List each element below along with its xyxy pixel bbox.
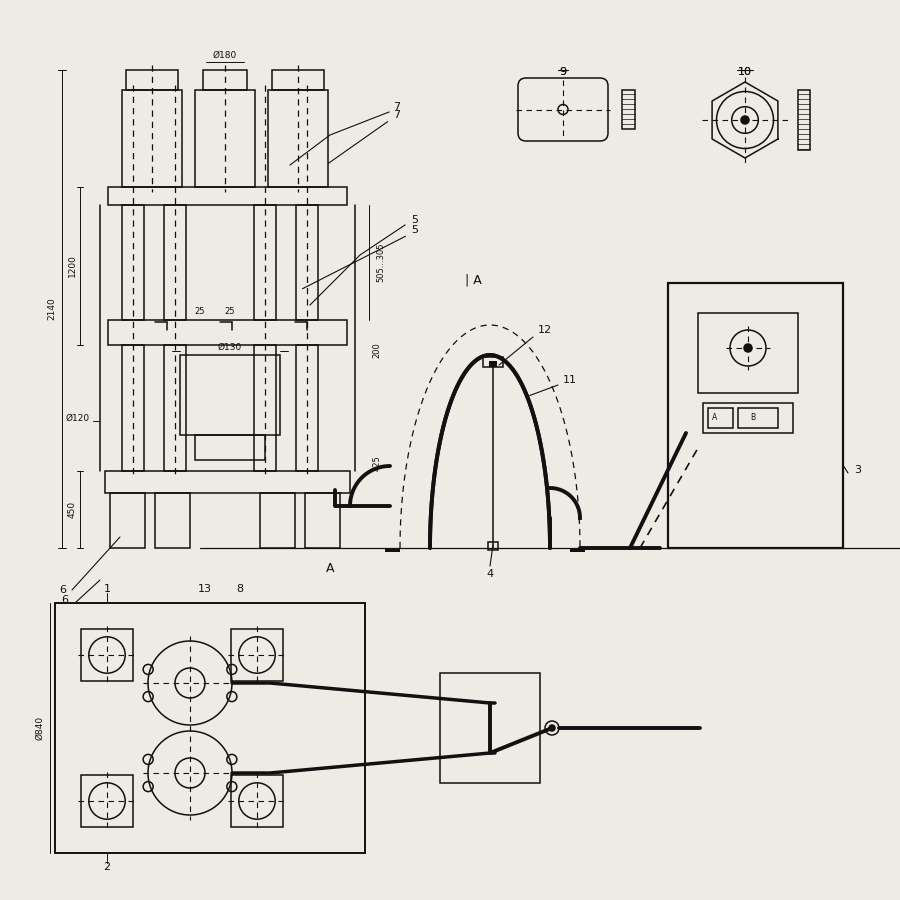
Text: 10: 10 [738,67,752,77]
Bar [81,629,133,681]
Text: Ø840: Ø840 [35,716,44,740]
Bar [203,70,247,90]
Circle shape [741,116,749,124]
Text: 505...305: 505...305 [376,243,385,283]
Bar [231,775,283,827]
Bar [180,355,280,435]
Bar [570,548,585,552]
Bar [440,673,540,783]
Text: | A: | A [465,274,482,286]
Text: A: A [326,562,334,574]
Text: 200: 200 [373,342,382,358]
Bar [122,90,182,187]
Text: 10: 10 [738,67,752,77]
Bar [488,542,498,550]
Text: 25: 25 [194,308,205,317]
Bar [668,283,843,548]
Text: 6: 6 [61,595,68,605]
Bar [105,471,350,493]
Bar [195,90,255,187]
Bar [108,320,347,345]
Text: 1: 1 [104,584,111,594]
Bar [622,90,635,129]
Text: Ø120: Ø120 [66,413,90,422]
Bar [296,345,318,471]
Bar [108,187,347,205]
Text: 9: 9 [560,67,567,77]
Bar [55,603,365,853]
Text: 25: 25 [225,308,235,317]
Text: 9: 9 [560,67,567,77]
Text: 4: 4 [486,569,493,579]
Bar [489,361,497,367]
Text: 8: 8 [237,584,244,594]
Bar [483,357,503,367]
Text: Ø130: Ø130 [218,343,242,352]
Bar [296,205,318,320]
Text: 7: 7 [393,102,400,112]
Text: Ø180: Ø180 [213,50,237,59]
Text: 5: 5 [411,215,418,225]
Bar [164,205,186,320]
Bar [703,403,793,433]
Bar [254,205,276,320]
Text: 450: 450 [68,501,76,518]
Bar [195,435,265,460]
Bar [110,493,145,548]
Bar [268,90,328,187]
Text: 13: 13 [198,584,212,594]
Bar [272,70,324,90]
Text: 3: 3 [854,465,861,475]
Text: 5: 5 [411,225,418,235]
Circle shape [744,344,752,352]
Circle shape [549,725,555,731]
Text: 12: 12 [538,325,552,335]
Bar [126,70,178,90]
Bar [81,775,133,827]
Text: A: A [713,413,717,422]
Bar [254,345,276,471]
Bar [708,408,733,428]
Text: 2140: 2140 [48,298,57,320]
Text: 6: 6 [59,585,67,595]
Bar [231,629,283,681]
Text: 11: 11 [563,375,577,385]
Bar [385,548,400,552]
Bar [698,313,798,393]
Text: 2: 2 [104,862,111,872]
Text: 425: 425 [373,455,382,471]
Bar [305,493,340,548]
Text: 7: 7 [393,110,400,120]
Bar [798,90,810,150]
Bar [122,205,144,320]
Text: B: B [751,413,756,422]
Text: 1200: 1200 [68,255,76,277]
Bar [260,493,295,548]
Bar [155,493,190,548]
Bar [122,345,144,471]
Bar [738,408,778,428]
Bar [164,345,186,471]
